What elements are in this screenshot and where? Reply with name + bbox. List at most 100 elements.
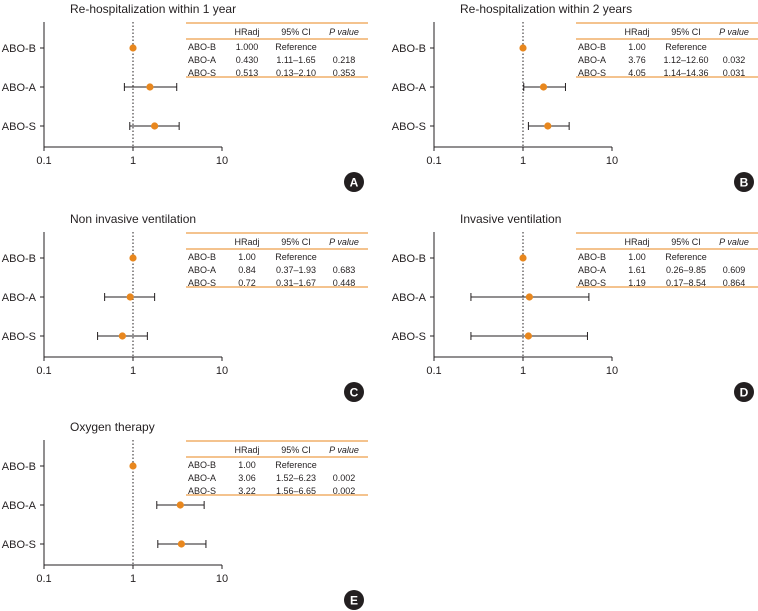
point-abo-s (177, 540, 186, 548)
point-abo-a (126, 293, 134, 301)
point-abo-s (118, 332, 126, 340)
table-cell-hr: 3.76 (628, 55, 646, 65)
table-header-hr: HRadj (234, 445, 259, 455)
table-cell-ci: 1.14–14.36 (663, 68, 708, 78)
table-cell-label: ABO-B (188, 252, 216, 262)
table-cell-label: ABO-S (578, 68, 606, 78)
table-header-ci: 95% CI (281, 237, 311, 247)
x-tick-label: 10 (216, 155, 228, 167)
table-header-p: P value (329, 27, 359, 37)
panel-e: Oxygen therapy ABO-B ABO-A ABO-S 0.1 1 10 HRadj… (2, 420, 368, 610)
x-tick-label: 10 (216, 365, 228, 377)
point-abo-s (544, 122, 552, 130)
table-cell-ci: Reference (665, 252, 707, 262)
x-tick-label: 1 (130, 365, 136, 377)
table-cell-ci: 1.56–6.65 (276, 486, 316, 496)
table-cell-p: 0.002 (333, 486, 356, 496)
y-tick-label: ABO-A (2, 500, 37, 512)
point-abo-a (176, 501, 184, 509)
table-cell-ci: 0.17–8.54 (666, 278, 706, 288)
table-header-ci: 95% CI (671, 237, 701, 247)
y-tick-label: ABO-S (392, 121, 426, 133)
table-cell-ci: 0.26–9.85 (666, 265, 706, 275)
panel-a: Re-hospitalization within 1 year ABO-B ABO… (2, 2, 368, 192)
panel-badge (734, 172, 754, 192)
y-tick-label: ABO-B (392, 43, 426, 55)
y-tick-label: ABO-A (392, 82, 427, 94)
table-cell-label: ABO-B (578, 252, 606, 262)
table-cell-label: ABO-A (578, 55, 606, 65)
panel-c: Non invasive ventilation ABO-B ABO-A ABO-S 0… (2, 212, 368, 402)
table-cell-hr: 1.00 (238, 252, 256, 262)
table-header-hr: HRadj (624, 237, 649, 247)
table-cell-label: ABO-A (188, 55, 216, 65)
x-tick-label: 0.1 (36, 365, 51, 377)
table-cell-label: ABO-A (188, 265, 216, 275)
x-tick-label: 0.1 (426, 365, 441, 377)
table-header-p: P value (719, 237, 749, 247)
table-header-p: P value (719, 27, 749, 37)
panel-d: Invasive ventilation ABO-B ABO-A ABO-S 0.1 1 1… (392, 212, 758, 402)
point-abo-b (129, 462, 137, 470)
table-cell-label: ABO-S (578, 278, 606, 288)
table-cell-p: 0.353 (333, 68, 356, 78)
panel-badge-letter: C (350, 386, 359, 400)
y-tick-label: ABO-A (2, 82, 37, 94)
panel-title: Non invasive ventilation (70, 212, 196, 226)
table-cell-hr: 1.000 (236, 42, 259, 52)
table-cell-hr: 0.72 (238, 278, 256, 288)
table-cell-hr: 1.00 (238, 460, 256, 470)
table-cell-p: 0.032 (723, 55, 746, 65)
table-header-ci: 95% CI (671, 27, 701, 37)
table-header-hr: HRadj (624, 27, 649, 37)
panel-badge-letter: B (740, 176, 749, 190)
table-cell-ci: 0.31–1.67 (276, 278, 316, 288)
table-header-ci: 95% CI (281, 445, 311, 455)
table-cell-p: 0.864 (723, 278, 746, 288)
table-header-hr: HRadj (234, 237, 259, 247)
table-cell-hr: 3.22 (238, 486, 256, 496)
panel-b: Re-hospitalization within 2 years ABO-B AB… (392, 2, 758, 192)
table-cell-p: 0.031 (723, 68, 746, 78)
x-tick-label: 10 (606, 365, 618, 377)
table-cell-hr: 1.00 (628, 252, 646, 262)
point-abo-b (519, 44, 527, 52)
table-cell-p: 0.448 (333, 278, 356, 288)
panel-badge-letter: E (350, 594, 358, 608)
table-cell-hr: 0.430 (236, 55, 259, 65)
table-header-p: P value (329, 445, 359, 455)
x-tick-label: 0.1 (426, 155, 441, 167)
table-cell-p: 0.218 (333, 55, 356, 65)
x-tick-label: 1 (520, 155, 526, 167)
x-tick-label: 0.1 (36, 155, 51, 167)
table-cell-hr: 0.513 (236, 68, 259, 78)
table-header-ci: 95% CI (281, 27, 311, 37)
point-abo-b (129, 44, 137, 52)
table-cell-p: 0.609 (723, 265, 746, 275)
panel-title: Oxygen therapy (70, 420, 155, 434)
table-cell-label: ABO-B (578, 42, 606, 52)
table-cell-p: 0.002 (333, 473, 356, 483)
table-cell-hr: 1.61 (628, 265, 646, 275)
table-header-p: P value (329, 237, 359, 247)
table-cell-hr: 4.05 (628, 68, 646, 78)
table-cell-label: ABO-S (188, 486, 216, 496)
table-cell-label: ABO-A (188, 473, 216, 483)
panel-badge-letter: D (740, 386, 749, 400)
panel-title: Re-hospitalization within 1 year (70, 2, 236, 16)
point-abo-b (519, 254, 527, 262)
x-tick-label: 1 (130, 573, 136, 585)
table-cell-label: ABO-S (188, 278, 216, 288)
point-abo-b (129, 254, 137, 262)
table-cell-ci: 1.52–6.23 (276, 473, 316, 483)
panel-badge-letter: A (350, 176, 359, 190)
y-tick-label: ABO-S (2, 539, 36, 551)
table-cell-hr: 3.06 (238, 473, 256, 483)
y-tick-label: ABO-S (392, 331, 426, 343)
table-cell-ci: 0.37–1.93 (276, 265, 316, 275)
panel-badge (344, 382, 364, 402)
x-tick-label: 1 (130, 155, 136, 167)
table-cell-hr: 1.00 (628, 42, 646, 52)
table-cell-hr: 0.84 (238, 265, 256, 275)
y-tick-label: ABO-S (2, 331, 36, 343)
